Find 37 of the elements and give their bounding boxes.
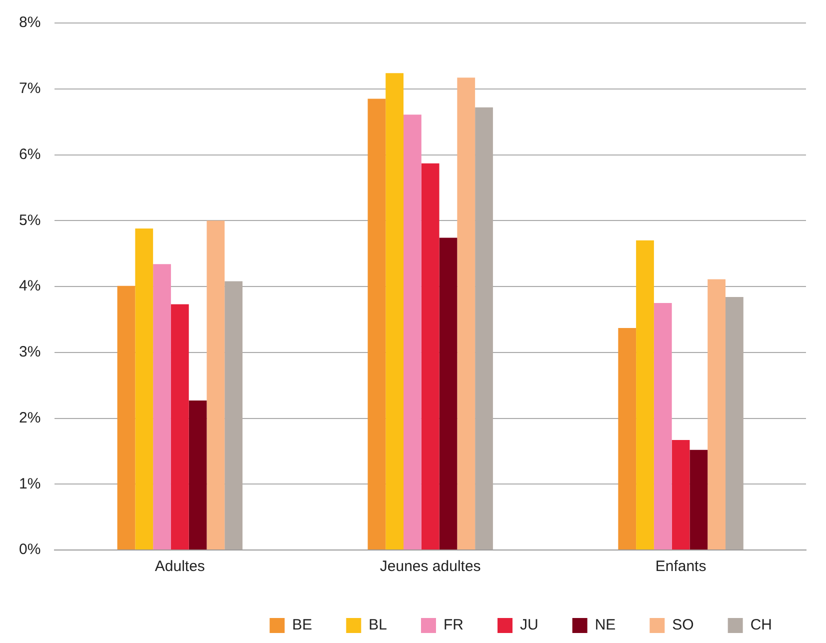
bar <box>439 238 458 550</box>
legend-label: BL <box>368 616 388 634</box>
bar <box>690 450 708 550</box>
legend-label: JU <box>520 616 538 634</box>
bar <box>404 114 422 550</box>
bar <box>672 440 690 550</box>
legend-label: NE <box>594 616 616 634</box>
bar <box>708 279 726 550</box>
legend-label: SO <box>672 616 694 634</box>
y-tick-label: 5% <box>18 212 41 229</box>
x-tick-label: Enfants <box>655 558 706 576</box>
bar <box>654 302 672 550</box>
y-tick-label: 7% <box>18 80 41 98</box>
bar <box>457 78 476 550</box>
y-tick-label: 3% <box>18 344 41 361</box>
bar <box>206 220 225 550</box>
legend-label: CH <box>750 616 772 634</box>
bar <box>636 240 654 550</box>
y-tick-label: 6% <box>18 146 41 163</box>
bar <box>421 163 440 550</box>
y-tick-label: 0% <box>18 541 41 558</box>
bar <box>188 400 207 550</box>
legend-label: BE <box>292 616 312 634</box>
bar <box>618 328 636 550</box>
bar <box>368 98 386 550</box>
y-tick-label: 1% <box>18 475 41 492</box>
legend-label: FR <box>444 616 464 634</box>
bar <box>153 264 171 550</box>
y-tick-label: 8% <box>18 14 41 32</box>
bar <box>135 228 154 550</box>
x-tick-label: Adultes <box>154 558 205 576</box>
bar <box>386 73 404 550</box>
bar <box>117 286 136 550</box>
y-tick-label: 4% <box>18 278 41 295</box>
y-tick-label: 2% <box>18 409 41 426</box>
bar <box>170 304 189 550</box>
x-tick-label: Jeunes adultes <box>380 558 481 576</box>
